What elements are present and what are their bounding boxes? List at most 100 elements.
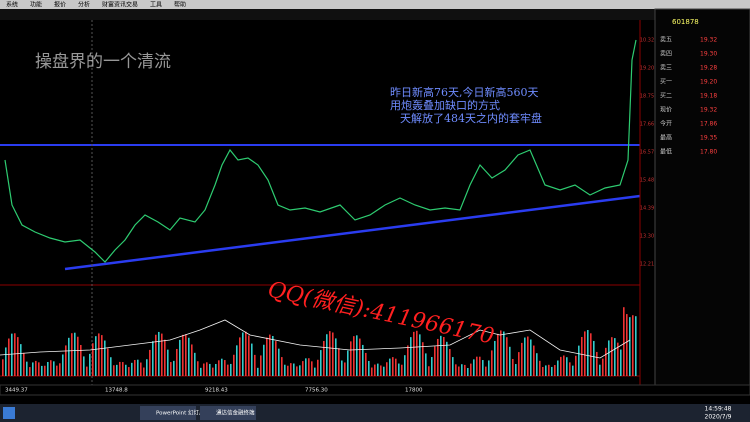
volume-bar xyxy=(563,355,565,376)
volume-bar xyxy=(332,332,334,376)
volume-bar xyxy=(167,349,169,376)
volume-bar xyxy=(155,334,157,376)
volume-bar xyxy=(23,352,25,376)
volume-bar xyxy=(536,353,538,376)
toolbar xyxy=(0,9,655,20)
volume-bar xyxy=(227,364,229,376)
quote-label: 最低 xyxy=(660,148,672,156)
volume-bar xyxy=(50,360,52,376)
taskbar xyxy=(0,404,750,422)
volume-bar xyxy=(569,362,571,376)
volume-bar xyxy=(206,362,208,376)
quote-value: 19.18 xyxy=(700,93,717,100)
volume-bar xyxy=(125,364,127,376)
menu-item[interactable]: 帮助 xyxy=(174,1,186,9)
volume-bar xyxy=(143,367,145,376)
axis-label: 12.21 xyxy=(640,262,654,268)
menu-item[interactable]: 报价 xyxy=(54,1,66,9)
quote-label: 买一 xyxy=(660,78,672,86)
volume-bar xyxy=(578,345,580,376)
quote-rows: 卖五 19.32 卖四 19.30 卖三 19.28 买一 19.20 买二 19.18 现价 19.… xyxy=(660,37,717,156)
volume-bar xyxy=(107,348,109,376)
menu-item[interactable]: 工具 xyxy=(150,2,162,9)
volume-bar xyxy=(200,367,202,376)
volume-bar xyxy=(539,360,541,376)
volume-bar xyxy=(134,359,136,376)
volume-bar xyxy=(515,364,517,376)
volume-bar xyxy=(467,367,469,376)
quote-panel xyxy=(654,8,750,396)
volume-bar xyxy=(146,359,148,376)
volume-bar xyxy=(59,363,61,376)
volume-bar xyxy=(503,331,505,376)
menu-item[interactable]: 功能 xyxy=(30,1,42,9)
volume-bar xyxy=(233,354,235,376)
volume-bar xyxy=(461,364,463,376)
quote-label: 买二 xyxy=(660,92,672,100)
price-axis: 10.32 19.20 18.75 17.66 16.57 15.48 14.39 13.30… xyxy=(640,38,654,268)
volume-bar xyxy=(131,362,133,376)
volume-bar xyxy=(317,359,319,376)
volume-bar xyxy=(635,316,637,376)
volume-bar xyxy=(149,349,151,376)
volume-bar xyxy=(374,364,376,376)
volume-bar xyxy=(71,333,73,376)
status-item: 7756.30 xyxy=(305,388,328,394)
volume-bar xyxy=(404,355,406,376)
volume-bar xyxy=(590,333,592,376)
volume-bar xyxy=(2,359,4,376)
volume-bar xyxy=(113,365,115,376)
volume-bar xyxy=(446,341,448,376)
volume-bar xyxy=(92,343,94,376)
volume-bar xyxy=(311,361,313,376)
volume-bar xyxy=(218,360,220,376)
volume-bar xyxy=(608,340,610,376)
volume-bar xyxy=(8,338,10,376)
volume-bar xyxy=(161,333,163,376)
volume-bar xyxy=(548,364,550,376)
volume-bar xyxy=(245,331,247,376)
volume-bar xyxy=(605,347,607,376)
volume-bar xyxy=(527,336,529,376)
volume-bar xyxy=(554,365,556,376)
task-button[interactable] xyxy=(200,406,256,420)
volume-bar xyxy=(254,354,256,376)
volume-bar xyxy=(158,331,160,376)
volume-bar xyxy=(173,360,175,376)
axis-label: 17.66 xyxy=(640,122,654,128)
volume-bar xyxy=(170,362,172,376)
menu-item[interactable]: 财富资讯 xyxy=(102,1,126,9)
volume-bar xyxy=(593,340,595,376)
volume-bar xyxy=(188,337,190,376)
volume-bar xyxy=(506,337,508,376)
volume-bar xyxy=(581,336,583,376)
volume-bar xyxy=(248,335,250,376)
quote-label: 卖四 xyxy=(660,51,672,58)
menu-item[interactable]: 分析 xyxy=(78,1,90,9)
volume-bar xyxy=(314,367,316,376)
volume-bar xyxy=(476,356,478,376)
volume-bar xyxy=(428,366,430,376)
volume-bar xyxy=(410,337,412,376)
volume-bar xyxy=(470,363,472,376)
volume-bar xyxy=(425,353,427,376)
volume-bar xyxy=(533,345,535,376)
quote-value: 19.28 xyxy=(700,65,717,72)
menu-item[interactable]: 交易 xyxy=(126,1,138,9)
volume-bar xyxy=(413,331,415,376)
quote-label: 卖三 xyxy=(660,65,672,72)
menu-item[interactable]: 系统 xyxy=(6,1,18,9)
quote-value: 17.80 xyxy=(700,149,717,156)
start-button[interactable] xyxy=(3,407,15,419)
status-item: 13748.8 xyxy=(105,388,128,394)
volume-bar xyxy=(497,333,499,376)
volume-bar xyxy=(140,362,142,376)
volume-bar xyxy=(275,341,277,376)
volume-bar xyxy=(335,338,337,376)
volume-bar xyxy=(119,361,121,376)
task-button[interactable] xyxy=(140,406,196,420)
volume-bar xyxy=(278,348,280,376)
volume-bar xyxy=(104,340,106,376)
volume-bar xyxy=(455,364,457,376)
volume-bar xyxy=(326,334,328,376)
